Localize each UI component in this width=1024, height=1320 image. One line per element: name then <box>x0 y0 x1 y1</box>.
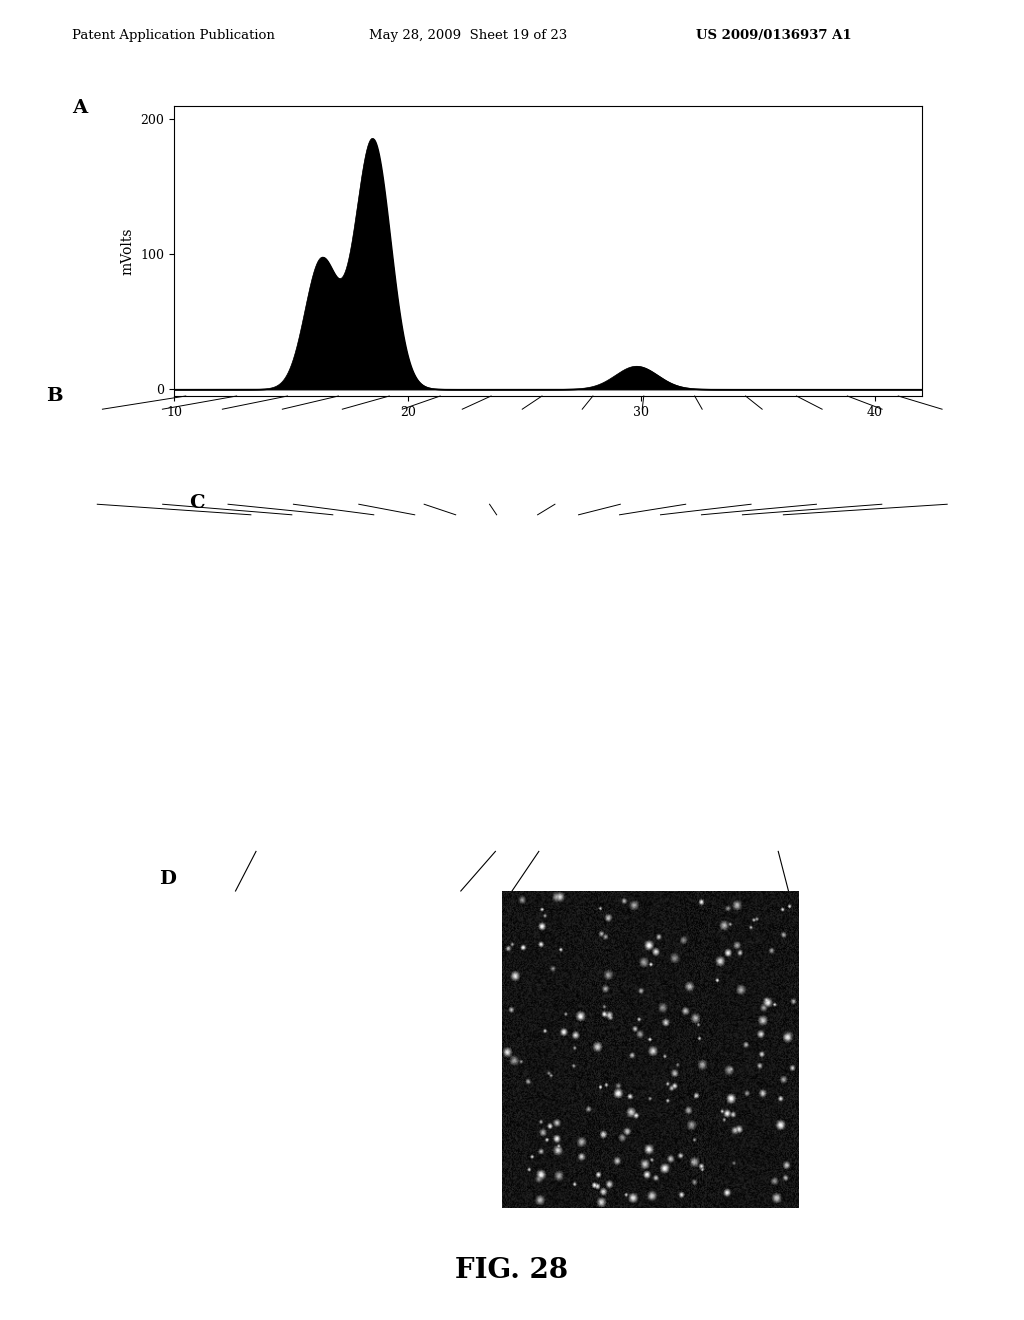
Bar <box>608 599 622 632</box>
Y-axis label: mVolts: mVolts <box>121 227 135 275</box>
Text: Patent Application Publication: Patent Application Publication <box>72 29 274 42</box>
Bar <box>574 589 591 639</box>
Text: FIG. 28: FIG. 28 <box>456 1257 568 1283</box>
Text: D: D <box>159 870 176 888</box>
Text: US 2009/0136937 A1: US 2009/0136937 A1 <box>696 29 852 42</box>
Bar <box>425 532 446 660</box>
Bar <box>541 565 559 649</box>
Text: C: C <box>189 494 205 512</box>
Text: B: B <box>46 387 62 405</box>
Bar <box>502 552 522 660</box>
Text: A: A <box>72 99 87 117</box>
Text: May 28, 2009  Sheet 19 of 23: May 28, 2009 Sheet 19 of 23 <box>369 29 567 42</box>
Bar <box>464 532 484 660</box>
